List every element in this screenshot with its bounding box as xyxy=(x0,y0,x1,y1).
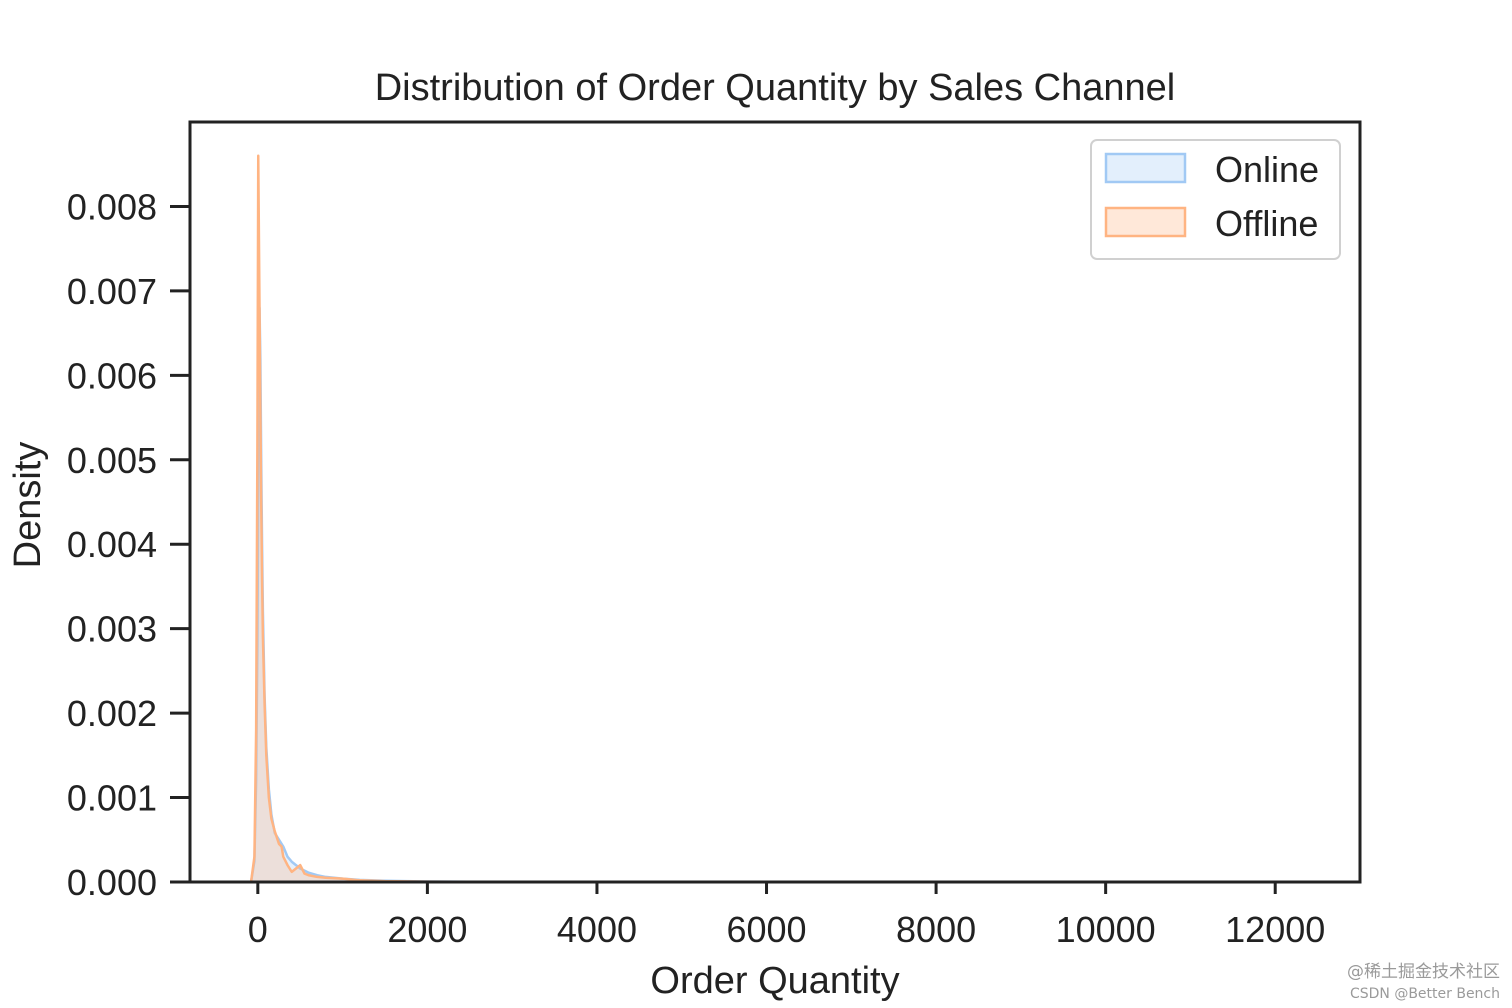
y-axis-title: Density xyxy=(7,442,49,569)
legend-frame xyxy=(1090,139,1341,260)
series-area-offline xyxy=(251,155,513,882)
axes-frame xyxy=(188,120,1362,884)
series-line-offline xyxy=(249,154,513,884)
legend-swatch-offline xyxy=(1104,206,1187,238)
y-tick-label: 0.004 xyxy=(67,524,157,565)
y-tick-label: 0.005 xyxy=(67,440,157,481)
x-tick-label: 8000 xyxy=(896,909,976,950)
x-tick-label: 2000 xyxy=(387,909,467,950)
x-tick-label: 10000 xyxy=(1056,909,1156,950)
watermark-csdn: CSDN @Better Bench xyxy=(1349,986,1500,1002)
legend: Online Offline xyxy=(1090,139,1341,260)
legend-label-offline: Offline xyxy=(1215,203,1318,244)
x-tick-label: 6000 xyxy=(726,909,806,950)
plot-area: 0 2000 4000 6000 8000 10000 12000 0.000 0.001 0.0… xyxy=(67,120,1362,950)
x-tick-label: 4000 xyxy=(557,909,637,950)
y-tick-label: 0.008 xyxy=(67,186,157,227)
y-tick-label: 0.000 xyxy=(67,862,157,903)
series-area-online xyxy=(251,307,513,882)
x-tick-label: 12000 xyxy=(1225,909,1325,950)
watermark-juejin: @稀土掘金技术社区 xyxy=(1347,962,1500,982)
chart-title: Distribution of Order Quantity by Sales … xyxy=(375,67,1176,109)
y-tick-label: 0.001 xyxy=(67,778,157,819)
y-tick-label: 0.002 xyxy=(67,693,157,734)
legend-swatch-online xyxy=(1104,152,1187,184)
x-tick-label: 0 xyxy=(248,909,268,950)
x-axis-title: Order Quantity xyxy=(650,960,899,1002)
legend-label-online: Online xyxy=(1215,149,1319,190)
y-tick-label: 0.007 xyxy=(67,271,157,312)
y-tick-label: 0.006 xyxy=(67,355,157,396)
series-line-online xyxy=(249,306,513,884)
y-tick-label: 0.003 xyxy=(67,609,157,650)
